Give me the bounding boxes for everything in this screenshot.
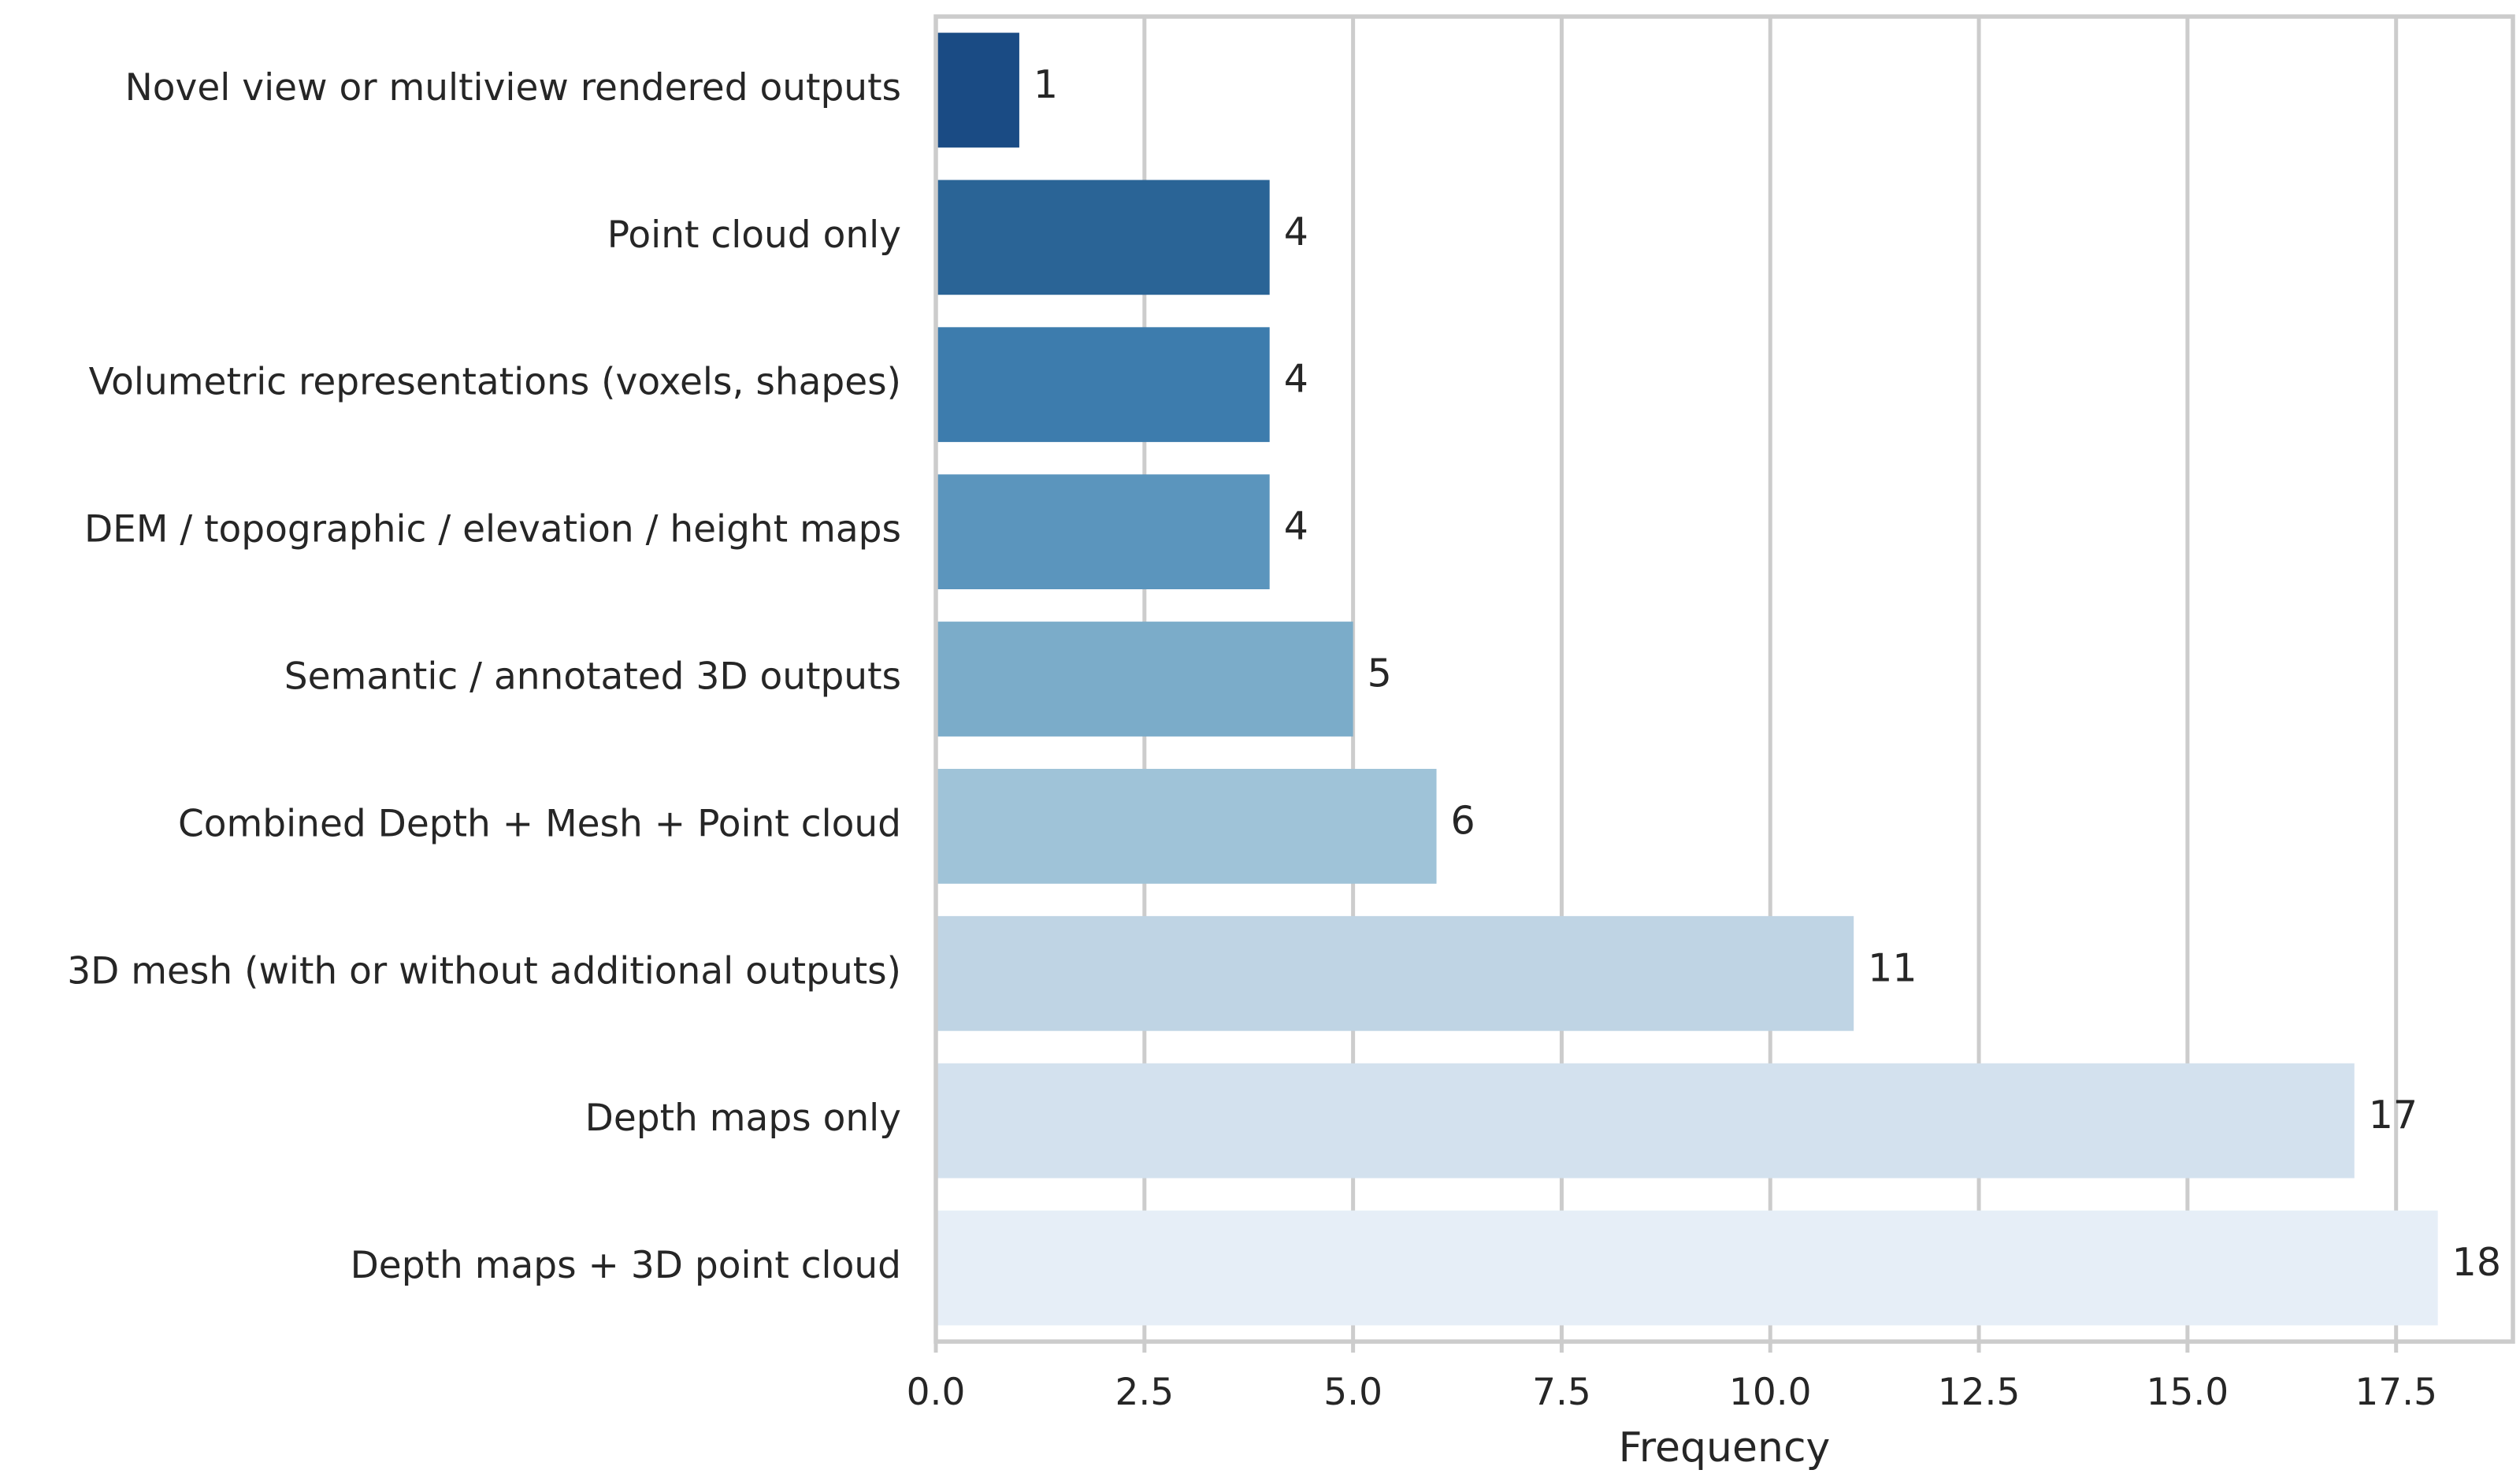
x-axis-label: Frequency xyxy=(1619,1424,1831,1472)
x-tick-label: 7.5 xyxy=(1532,1371,1591,1414)
bar-value-labels: 1 4 4 4 5 6 11 17 18 xyxy=(1034,62,2501,1285)
category-label: Point cloud only xyxy=(607,213,901,257)
x-tick-label: 15.0 xyxy=(2147,1371,2229,1414)
category-label: Volumetric representations (voxels, shap… xyxy=(89,361,901,404)
bar xyxy=(936,474,1270,589)
bar-value-label: 1 xyxy=(1034,62,1058,107)
bar-value-label: 17 xyxy=(2369,1093,2418,1138)
bar-value-label: 5 xyxy=(1368,651,1392,696)
bar xyxy=(936,915,1854,1031)
bar xyxy=(936,769,1437,884)
bar-value-label: 4 xyxy=(1284,357,1308,402)
x-tick-label: 12.5 xyxy=(1938,1371,2021,1414)
x-tick-label: 2.5 xyxy=(1115,1371,1174,1414)
category-label: Semantic / annotated 3D outputs xyxy=(284,655,901,699)
bar xyxy=(936,1063,2355,1178)
x-tick-label: 5.0 xyxy=(1323,1371,1382,1414)
plot-frame xyxy=(933,14,2515,1344)
bar xyxy=(936,327,1270,443)
category-label: DEM / topographic / elevation / height m… xyxy=(84,508,901,551)
bar-value-label: 4 xyxy=(1284,504,1308,549)
bar-value-label: 11 xyxy=(1868,945,1917,990)
category-label: Depth maps + 3D point cloud xyxy=(351,1244,901,1287)
bar-value-label: 6 xyxy=(1451,798,1475,843)
x-tick-label: 0.0 xyxy=(907,1371,966,1414)
category-label: Combined Depth + Mesh + Point cloud xyxy=(178,802,901,845)
category-label: 3D mesh (with or without additional outp… xyxy=(67,949,901,993)
category-label: Novel view or multiview rendered outputs xyxy=(125,66,901,109)
bar-value-label: 4 xyxy=(1284,210,1308,254)
bar xyxy=(936,180,1270,295)
bar-value-label: 18 xyxy=(2452,1240,2501,1285)
x-tick-labels: 0.0 2.5 5.0 7.5 10.0 12.5 15.0 17.5 xyxy=(907,1342,2437,1414)
gridlines xyxy=(1142,17,2399,1342)
bars xyxy=(936,32,2438,1326)
bar xyxy=(936,32,1019,148)
bar xyxy=(936,1210,2438,1326)
category-labels: Novel view or multiview rendered outputs… xyxy=(67,66,901,1287)
category-label: Depth maps only xyxy=(585,1097,901,1140)
bar xyxy=(936,622,1353,737)
x-tick-label: 10.0 xyxy=(1729,1371,1812,1414)
x-tick-label: 17.5 xyxy=(2355,1371,2437,1414)
